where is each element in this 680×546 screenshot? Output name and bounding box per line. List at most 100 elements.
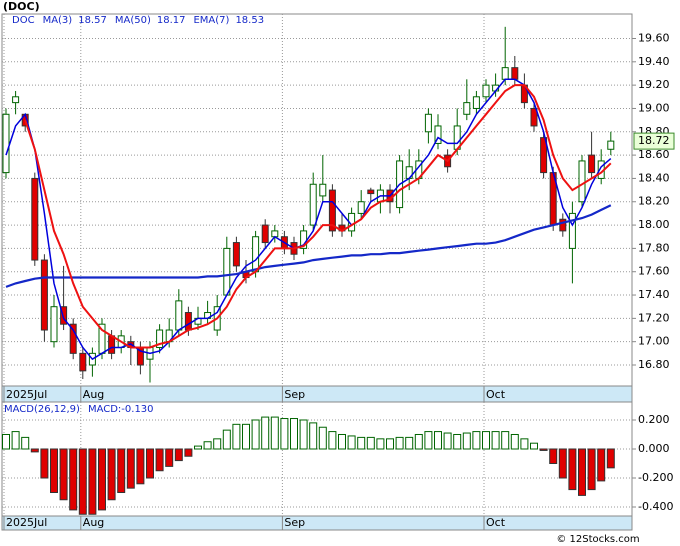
- candle-body: [175, 300, 183, 331]
- macd-bar: [376, 438, 385, 450]
- macd-bar: [366, 436, 375, 450]
- x-tick-label: 2025Jul: [6, 516, 47, 529]
- candle-body: [424, 113, 432, 133]
- candle-body: [309, 183, 317, 226]
- x-tick-label: Oct: [486, 388, 506, 401]
- candle-body: [319, 183, 327, 197]
- legend-value: 18.17: [157, 15, 186, 26]
- macd-bar: [30, 448, 39, 453]
- y-tick-label: -0.200: [638, 471, 673, 484]
- macd-bar: [270, 416, 279, 450]
- x-tick-label: Sep: [284, 516, 305, 529]
- price-label: 18.72: [638, 134, 670, 147]
- macd-bar: [88, 448, 97, 515]
- y-tick-label: 17.80: [638, 241, 670, 254]
- price-label-box: [633, 132, 675, 150]
- candle-body: [588, 154, 596, 174]
- macd-bar: [11, 431, 20, 450]
- candle-body: [69, 323, 77, 354]
- legend-symbol: DOC: [12, 15, 35, 26]
- legend-name: MA(3): [43, 15, 73, 26]
- macd-bar: [136, 448, 145, 485]
- ma-line: [24, 84, 612, 349]
- candle-body: [328, 189, 336, 232]
- y-tick-label: 19.40: [638, 55, 670, 68]
- candle-body: [79, 352, 87, 372]
- macd-bar: [261, 416, 270, 450]
- y-tick-label: 0.200: [638, 413, 670, 426]
- macd-bar: [98, 448, 106, 511]
- y-tick-label: 16.80: [638, 358, 670, 371]
- macd-bar: [299, 419, 308, 450]
- candle-body: [31, 177, 39, 261]
- candle-body: [472, 96, 480, 109]
- date-strip: [1, 515, 633, 531]
- macd-bar: [549, 448, 558, 464]
- macd-bar: [222, 429, 231, 450]
- y-tick-label: 19.00: [638, 101, 670, 114]
- macd-bar: [491, 431, 500, 450]
- candle-body: [501, 67, 509, 80]
- footer: © 12Stocks.com: [556, 534, 639, 545]
- macd-bar: [203, 441, 212, 450]
- macd-bar: [520, 438, 529, 450]
- y-tick-label: 18.60: [638, 148, 670, 161]
- macd-bar: [568, 448, 577, 491]
- macd-bar: [453, 433, 462, 450]
- macd-name: MACD(26,12,9): [4, 404, 80, 415]
- legend-name: EMA(7): [193, 15, 229, 26]
- candle-body: [357, 201, 365, 214]
- macd-bar: [290, 418, 298, 450]
- y-tick-label: 17.00: [638, 335, 670, 348]
- macd-bar: [405, 436, 414, 450]
- macd-bar: [50, 448, 58, 494]
- candle-body: [367, 189, 375, 195]
- macd-bar: [126, 448, 135, 489]
- macd-bar: [587, 448, 596, 491]
- macd-bar: [443, 432, 452, 450]
- candle-body: [108, 335, 116, 354]
- macd-bar: [117, 448, 126, 494]
- macd-bar: [328, 431, 337, 450]
- macd-bar: [472, 431, 481, 450]
- macd-bar: [539, 448, 548, 451]
- macd-bar: [69, 448, 78, 511]
- y-tick-label: 17.40: [638, 288, 670, 301]
- macd-bar: [194, 445, 202, 450]
- macd-bar: [510, 433, 519, 450]
- candle-body: [12, 96, 20, 104]
- macd-bar: [155, 448, 164, 472]
- macd-bar: [357, 436, 366, 450]
- candle-body: [184, 312, 192, 331]
- macd-bar: [482, 431, 490, 450]
- candle-body: [578, 160, 586, 203]
- candle-body: [540, 137, 548, 174]
- macd-bar: [597, 448, 606, 482]
- legend-value: 18.53: [235, 15, 264, 26]
- macd-bar: [280, 418, 289, 450]
- macd-bar: [232, 423, 241, 450]
- y-tick-label: 18.40: [638, 171, 670, 184]
- legend-value: 18.57: [78, 15, 107, 26]
- candle-body: [434, 125, 442, 144]
- macd-bar: [530, 442, 538, 450]
- macd-current: MACD:-0.130: [88, 404, 154, 415]
- candle-body: [530, 107, 538, 127]
- macd-bar: [347, 435, 356, 450]
- candle-body: [156, 329, 164, 349]
- candle-body: [511, 67, 519, 80]
- macd-bar: [184, 448, 193, 457]
- candle-body: [559, 218, 567, 232]
- x-tick-label: Oct: [486, 516, 506, 529]
- candle-body: [568, 212, 576, 249]
- y-tick-label: 18.00: [638, 218, 670, 231]
- candle-body: [2, 113, 10, 174]
- macd-bar: [424, 431, 433, 450]
- macd-bar: [2, 433, 10, 450]
- candle-body: [607, 140, 615, 150]
- macd-bar: [414, 433, 423, 450]
- macd-bar: [59, 448, 68, 501]
- candle-body: [252, 236, 260, 273]
- macd-bar: [395, 436, 404, 450]
- macd-bar: [501, 431, 510, 450]
